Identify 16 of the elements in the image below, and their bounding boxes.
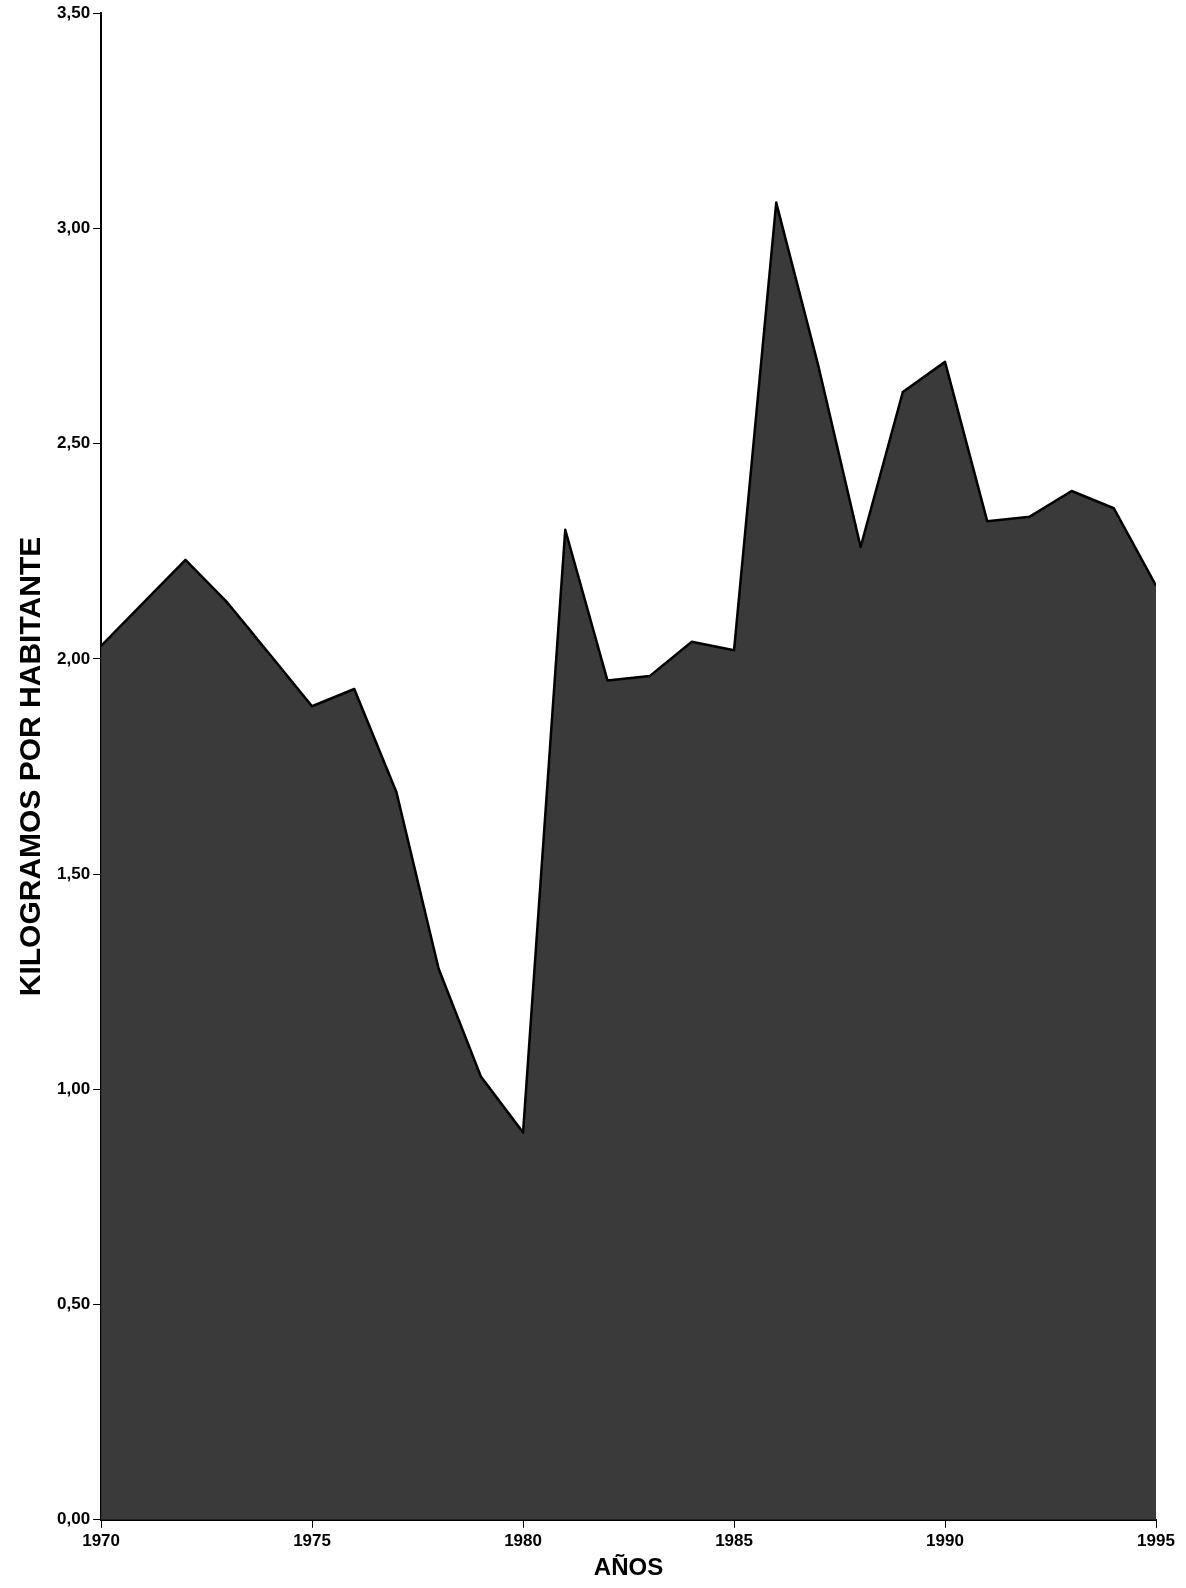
x-tick-label: 1985 bbox=[715, 1530, 753, 1550]
y-tick-label: 0,00 bbox=[56, 1509, 91, 1529]
x-tick-label: 1995 bbox=[1137, 1530, 1175, 1550]
y-tick-label: 1,50 bbox=[56, 863, 91, 883]
y-tick-label: 2,00 bbox=[56, 648, 91, 668]
y-tick-label: 0,50 bbox=[56, 1294, 91, 1314]
y-axis-title: KILOGRAMOS POR HABITANTE bbox=[13, 536, 47, 997]
x-tick-label: 1990 bbox=[926, 1530, 964, 1550]
y-tick-label: 3,50 bbox=[56, 2, 91, 22]
y-tick-label: 3,00 bbox=[56, 218, 91, 238]
x-tick-label: 1980 bbox=[504, 1530, 542, 1550]
x-axis-title: AÑOS bbox=[593, 1553, 664, 1581]
x-tick-label: 1970 bbox=[82, 1530, 120, 1550]
y-tick-label: 1,00 bbox=[56, 1079, 91, 1099]
x-tick-label: 1975 bbox=[293, 1530, 331, 1550]
y-tick-label: 2,50 bbox=[56, 433, 91, 453]
